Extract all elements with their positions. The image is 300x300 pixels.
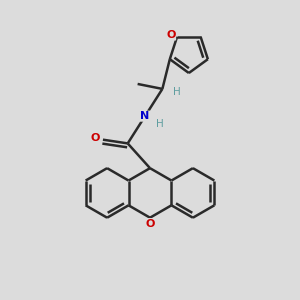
Text: O: O — [145, 219, 155, 229]
Text: H: H — [156, 119, 164, 129]
Text: H: H — [173, 87, 181, 97]
Text: N: N — [140, 111, 150, 121]
Text: O: O — [167, 30, 176, 40]
Text: O: O — [91, 133, 100, 143]
